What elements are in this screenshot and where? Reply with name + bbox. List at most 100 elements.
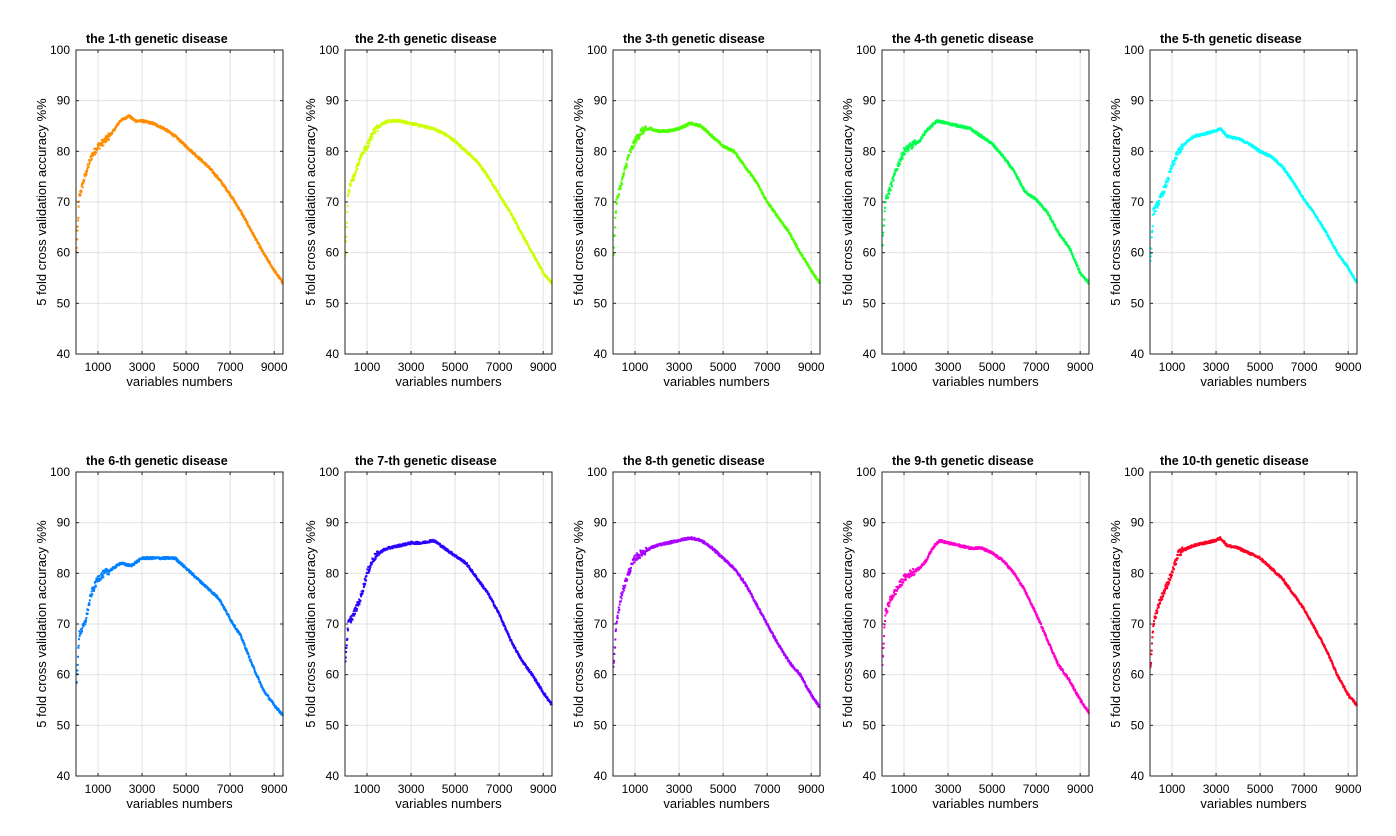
y-tick-label: 90: [594, 94, 608, 108]
data-point: [643, 128, 646, 131]
data-point: [88, 161, 91, 164]
data-point: [1048, 214, 1051, 217]
data-point: [259, 681, 262, 684]
data-point: [976, 131, 979, 134]
data-point: [534, 678, 537, 681]
data-point: [253, 668, 256, 670]
y-tick-label: 50: [326, 296, 340, 310]
data-point: [782, 222, 785, 225]
data-point: [1008, 163, 1011, 166]
x-tick-label: 5000: [173, 782, 200, 796]
data-point: [271, 700, 274, 703]
data-point: [666, 129, 669, 132]
data-point: [372, 559, 375, 562]
data-point: [1057, 230, 1060, 233]
data-point: [1175, 157, 1178, 160]
data-point: [921, 136, 924, 139]
data-point: [238, 631, 241, 634]
data-point: [910, 146, 913, 149]
data-point: [892, 179, 895, 182]
data-point: [626, 156, 629, 159]
data-point: [471, 569, 474, 572]
data-point: [503, 625, 506, 628]
data-point: [1030, 194, 1033, 197]
data-point: [227, 191, 230, 194]
data-point: [243, 642, 246, 645]
data-point: [917, 141, 920, 144]
data-point: [1204, 133, 1207, 136]
data-point: [758, 185, 761, 188]
data-point: [529, 248, 532, 251]
data-point: [1022, 187, 1025, 190]
data-point: [1032, 197, 1035, 200]
data-point: [352, 610, 355, 613]
data-point: [475, 576, 478, 579]
y-tick-label: 50: [863, 296, 877, 310]
data-point: [1327, 234, 1330, 237]
data-point: [164, 558, 166, 561]
data-point: [496, 608, 499, 611]
data-point: [507, 207, 510, 210]
data-point: [719, 141, 722, 144]
x-tick-label: 5000: [173, 360, 200, 374]
data-point: [344, 656, 347, 659]
y-tick-label: 70: [57, 195, 71, 209]
y-tick-label: 90: [326, 94, 340, 108]
data-point: [1072, 255, 1075, 258]
chart-title: the 5-th genetic disease: [1160, 32, 1302, 46]
data-point: [1010, 166, 1013, 169]
data-point: [175, 557, 178, 560]
data-point: [640, 128, 643, 131]
data-point: [231, 196, 234, 199]
data-point: [770, 206, 773, 209]
data-point: [229, 193, 232, 196]
data-point: [536, 259, 539, 262]
data-point: [1007, 161, 1010, 164]
data-point: [1185, 142, 1188, 145]
data-point: [195, 575, 198, 578]
data-point: [243, 644, 246, 647]
data-point: [1292, 180, 1295, 183]
data-point: [814, 275, 817, 278]
data-point: [498, 612, 501, 615]
data-point: [351, 618, 354, 621]
data-point: [81, 627, 84, 630]
x-tick-label: 1000: [622, 360, 649, 374]
data-point: [80, 184, 83, 187]
data-point: [1297, 189, 1300, 192]
data-point: [231, 621, 234, 624]
data-point: [629, 148, 632, 151]
data-point: [435, 128, 438, 131]
data-point: [368, 570, 371, 573]
data-point: [98, 579, 101, 582]
y-tick-label: 60: [594, 246, 608, 260]
data-point: [85, 171, 88, 174]
data-point: [78, 635, 81, 638]
data-point: [694, 124, 697, 127]
data-point: [78, 630, 81, 633]
data-point: [230, 619, 233, 622]
data-point: [1188, 139, 1191, 142]
y-tick-label: 90: [863, 94, 877, 108]
data-point: [1169, 170, 1172, 173]
data-point: [518, 226, 521, 229]
data-point: [81, 630, 84, 633]
data-point: [1224, 133, 1227, 136]
data-point: [1261, 150, 1264, 153]
data-points: [344, 538, 553, 706]
data-point: [753, 177, 756, 180]
data-points: [881, 119, 1090, 285]
data-point: [624, 167, 627, 170]
data-point: [896, 168, 899, 171]
data-point: [363, 146, 366, 149]
data-point: [75, 681, 78, 684]
data-point: [1294, 184, 1297, 187]
data-point: [263, 252, 266, 255]
data-point: [1081, 274, 1084, 277]
data-point: [533, 256, 536, 259]
data-point: [1181, 147, 1184, 150]
y-tick-label: 100: [856, 43, 876, 57]
data-point: [1150, 236, 1153, 239]
data-point: [1070, 251, 1073, 254]
data-point: [1347, 267, 1350, 270]
